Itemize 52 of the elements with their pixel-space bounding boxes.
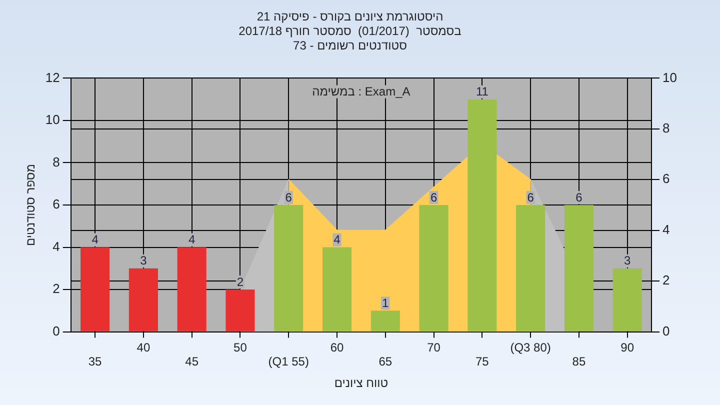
x-tick-label: 40 (136, 340, 150, 354)
x-tick-label: 70 (427, 340, 441, 354)
data-label: 4 (188, 232, 196, 247)
y-tick-label: 0 (52, 323, 60, 338)
bar (80, 247, 110, 332)
text: בסמסטר (01/2017) סמסטר חורף 2017/18 (238, 24, 462, 38)
x-tick-label: 60 (330, 340, 344, 354)
data-label: 2 (236, 274, 244, 289)
x-tick-label: 65 (378, 354, 392, 369)
bar (468, 99, 497, 332)
annotation: במשימה : Exam_A (312, 84, 410, 99)
y-tick-label: 10 (45, 112, 60, 128)
x-tick-label: (Q3 80) (510, 340, 551, 354)
y2-tick-label: 2 (662, 272, 670, 288)
y-tick-label: 8 (52, 154, 60, 170)
y-tick-label: 4 (52, 238, 60, 254)
data-label: 3 (624, 254, 631, 268)
data-label: 3 (140, 254, 148, 268)
data-label: 11 (476, 84, 489, 99)
x-tick-label: 45 (185, 354, 199, 369)
bar (177, 247, 206, 332)
x-tick-label: 85 (572, 354, 586, 369)
data-label: 1 (382, 296, 390, 310)
bar (419, 205, 448, 332)
x-tick-label: 75 (475, 354, 490, 369)
y2-tick-label: 0 (662, 323, 670, 338)
text: סטודנטים רשומים - 73 (293, 38, 407, 52)
y2-tick-label: 4 (662, 222, 670, 237)
y2-tick-label: 6 (662, 171, 670, 186)
data-label: 6 (285, 190, 292, 204)
data-label: 4 (334, 232, 341, 247)
bar (226, 290, 255, 332)
data-label: 6 (576, 190, 583, 204)
bar (322, 247, 352, 332)
x-tick-label: 35 (88, 354, 102, 369)
text: היסטוגרמת ציונים בקורס - פיסיקה 21 (256, 10, 444, 24)
x-axis-title: טווח ציונים (334, 376, 388, 390)
x-tick-label: 90 (620, 340, 634, 354)
bar (370, 310, 400, 332)
bar (612, 268, 642, 332)
y2-tick-label: 10 (662, 70, 678, 85)
y2-tick-label: 8 (662, 120, 670, 136)
y-tick-label: 2 (52, 281, 60, 296)
data-label: 6 (527, 190, 534, 204)
y-axis-title: מספר סטודנטים (24, 164, 38, 246)
y-tick-label: 6 (52, 196, 60, 212)
data-label: 6 (430, 190, 438, 204)
bar (128, 268, 158, 332)
x-tick-label: (Q1 55) (268, 354, 309, 369)
y-tick-label: 12 (45, 70, 60, 85)
x-tick-label: 50 (234, 340, 248, 354)
data-label: 4 (92, 232, 99, 247)
